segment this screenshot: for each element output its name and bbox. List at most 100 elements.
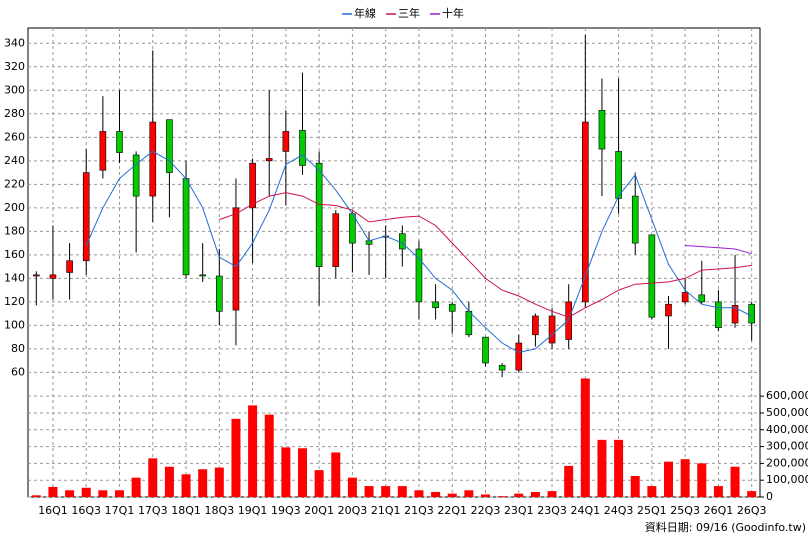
volume-bar (447, 493, 457, 497)
y-tick-label: 80 (11, 342, 25, 355)
candle-body (532, 315, 539, 336)
candle-body (332, 213, 340, 267)
candle-body (199, 274, 206, 277)
y-tick-label: 160 (4, 248, 25, 261)
volume-bar (131, 477, 141, 497)
volume-bar (331, 452, 341, 497)
candle-body (282, 131, 290, 152)
x-tick-label: 25Q3 (670, 504, 700, 517)
candle-body (315, 162, 323, 267)
y2-tick-label: 0 (766, 490, 773, 503)
y-tick-label: 220 (4, 177, 25, 190)
candle-body (648, 234, 656, 318)
volume-bar (564, 465, 574, 497)
x-tick-label: 21Q1 (371, 504, 401, 517)
candle-body (582, 121, 589, 303)
volume-bar (214, 467, 224, 497)
volume-bar (381, 486, 391, 497)
moving-average-line (85, 150, 752, 353)
candle-body (598, 109, 606, 150)
volume-bar (730, 466, 740, 497)
volume-bar (547, 491, 557, 497)
y-tick-label: 180 (4, 224, 25, 237)
volume-bar (414, 490, 424, 497)
x-tick-label: 21Q3 (404, 504, 434, 517)
x-tick-label: 17Q1 (105, 504, 135, 517)
volume-bar (397, 486, 407, 497)
volume-bar (464, 490, 474, 497)
volume-bar (98, 490, 108, 497)
volume-bar (314, 470, 324, 497)
y-tick-label: 240 (4, 154, 25, 167)
y2-tick-label: 200,000 (766, 456, 808, 469)
volume-bar (48, 486, 58, 497)
volume-bar (347, 477, 357, 497)
y-tick-label: 260 (4, 130, 25, 143)
candle-body (232, 207, 240, 311)
candle-body (265, 158, 273, 162)
candle-body (615, 151, 622, 199)
x-tick-label: 25Q1 (637, 504, 667, 517)
candle-body (299, 129, 306, 166)
volume-bar (364, 486, 374, 497)
candle-body (216, 275, 223, 312)
y-tick-label: 100 (4, 318, 25, 331)
x-tick-label: 24Q3 (604, 504, 634, 517)
volume-bar (647, 486, 657, 497)
candle-body (698, 294, 706, 303)
volume-bar (680, 459, 690, 497)
x-tick-label: 19Q1 (238, 504, 268, 517)
legend-label: 十年 (442, 6, 464, 20)
candle-body (515, 342, 523, 371)
volume-bar (614, 439, 624, 497)
candle-body (166, 119, 173, 173)
candle-body (498, 365, 506, 371)
x-tick-label: 23Q1 (504, 504, 534, 517)
candle-body (415, 248, 423, 303)
volume-bar (597, 439, 607, 497)
candle-body (565, 301, 572, 340)
candle-body (249, 162, 256, 209)
volume-bar (298, 448, 307, 497)
volume-bar (514, 493, 524, 497)
volume-bar (497, 496, 507, 497)
volume-bar (181, 474, 191, 497)
candle-body (33, 274, 40, 277)
candle-body (465, 310, 473, 336)
volume-bar (431, 491, 441, 497)
y-tick-label: 300 (4, 83, 25, 96)
volume-bar (164, 466, 174, 497)
legend-label: 年線 (354, 6, 376, 20)
plot-frame (27, 27, 761, 498)
y-tick-label: 320 (4, 60, 25, 73)
x-tick-label: 26Q1 (704, 504, 734, 517)
moving-average-line (219, 192, 752, 318)
candle-body (482, 336, 489, 364)
volume-bar (747, 491, 757, 497)
candle-body (548, 315, 556, 344)
x-tick-label: 20Q3 (338, 504, 368, 517)
volume-bar (115, 490, 124, 497)
candle-body (99, 131, 107, 171)
candle-body (349, 213, 356, 244)
x-tick-label: 23Q3 (537, 504, 567, 517)
candle-body (149, 121, 157, 197)
y-tick-label: 60 (11, 365, 25, 378)
volume-bar (630, 475, 640, 497)
candle-body (681, 292, 689, 303)
y2-tick-label: 300,000 (766, 440, 808, 453)
x-tick-label: 22Q1 (437, 504, 467, 517)
y-tick-label: 140 (4, 271, 25, 284)
y-tick-label: 200 (4, 201, 25, 214)
footnote: 資料日期: 09/16 (Goodinfo.tw) (645, 520, 806, 534)
x-tick-label: 22Q3 (471, 504, 501, 517)
x-tick-label: 17Q3 (138, 504, 168, 517)
y2-tick-label: 500,000 (766, 406, 808, 419)
x-tick-label: 24Q1 (570, 504, 600, 517)
volume-bar (81, 487, 91, 497)
y-tick-label: 340 (4, 36, 25, 49)
candle-body (82, 172, 90, 262)
volume-bar (713, 486, 723, 497)
candle-body (665, 303, 672, 317)
